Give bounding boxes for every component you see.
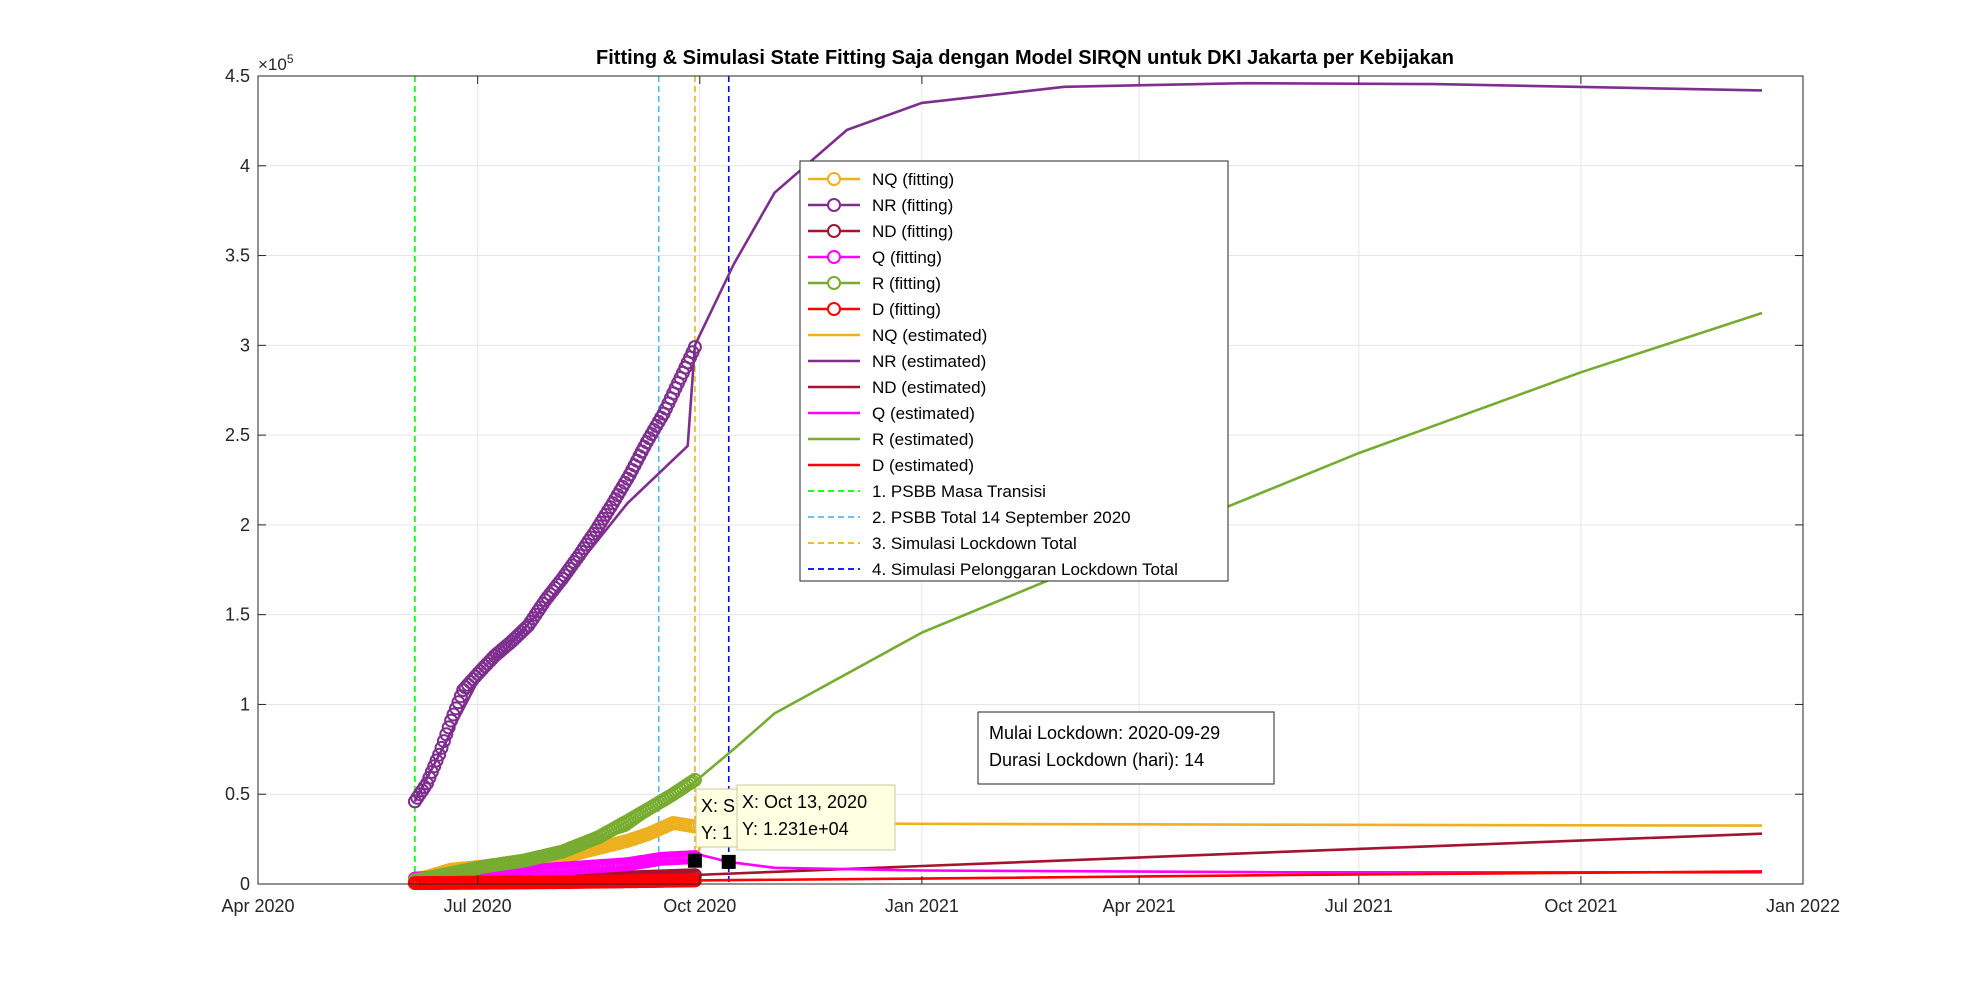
fitting-point bbox=[511, 627, 526, 642]
datatip-x-label: X: S bbox=[701, 796, 735, 816]
legend-entry[interactable]: R (estimated) bbox=[808, 430, 974, 449]
fitting-markers bbox=[407, 340, 702, 891]
datatip-box bbox=[736, 784, 896, 851]
legend-box bbox=[799, 160, 1229, 582]
policy-lines bbox=[414, 76, 730, 884]
x-tick-label: Apr 2021 bbox=[1103, 896, 1176, 916]
legend-label: NR (estimated) bbox=[872, 352, 986, 371]
legend-marker bbox=[827, 198, 841, 212]
legend-marker bbox=[827, 250, 841, 264]
x-tick-label: Jan 2021 bbox=[885, 896, 959, 916]
legend-label: Q (estimated) bbox=[872, 404, 975, 423]
legend-label: NQ (estimated) bbox=[872, 326, 987, 345]
legend-label: R (fitting) bbox=[872, 274, 941, 293]
legend-entry[interactable]: R (fitting) bbox=[808, 274, 941, 293]
annotation-line-1: Mulai Lockdown: 2020-09-29 bbox=[989, 723, 1220, 743]
legend-entry[interactable]: NR (fitting) bbox=[808, 196, 953, 215]
fitting-point bbox=[444, 713, 459, 728]
fitting-point bbox=[446, 707, 461, 722]
datatips: X: S Y: 1 X: Oct 13, 2020 Y: 1.231e+04 bbox=[687, 784, 896, 869]
x-tick-label: Jan 2022 bbox=[1766, 896, 1840, 916]
legend-label: D (fitting) bbox=[872, 300, 941, 319]
legend-marker bbox=[827, 224, 841, 238]
legend-marker bbox=[827, 172, 841, 186]
legend-label: 4. Simulasi Pelonggaran Lockdown Total bbox=[872, 560, 1178, 579]
fitting-point bbox=[569, 551, 584, 566]
legend-label: NR (fitting) bbox=[872, 196, 953, 215]
fitting-point bbox=[451, 695, 466, 710]
y-tick-label: 0.5 bbox=[225, 784, 250, 804]
chart-title: Fitting & Simulasi State Fitting Saja de… bbox=[596, 47, 1454, 69]
y-axis: 0 0.5 1 1.5 2 2.5 3 3.5 4 4.5 bbox=[225, 66, 1803, 894]
fitting-point bbox=[441, 720, 456, 735]
datatip[interactable]: X: Oct 13, 2020 Y: 1.231e+04 bbox=[721, 784, 896, 869]
datatip-marker[interactable] bbox=[721, 854, 736, 869]
legend-label: 2. PSBB Total 14 September 2020 bbox=[872, 508, 1131, 527]
legend: NQ (fitting) NR (fitting) ND (fitting) Q (f… bbox=[799, 160, 1229, 582]
legend-entry[interactable]: Q (estimated) bbox=[808, 404, 975, 423]
legend-entry[interactable]: NR (estimated) bbox=[808, 352, 986, 371]
y-tick-label: 2.5 bbox=[225, 425, 250, 445]
datatip-y-label: Y: 1.231e+04 bbox=[742, 819, 849, 839]
x-tick-label: Jul 2021 bbox=[1325, 896, 1393, 916]
legend-label: 3. Simulasi Lockdown Total bbox=[872, 534, 1077, 553]
fitting-point bbox=[506, 632, 521, 647]
datatip-marker[interactable] bbox=[687, 853, 702, 868]
legend-entry[interactable]: D (estimated) bbox=[808, 456, 974, 475]
fitting-point bbox=[687, 873, 702, 888]
x-tick-label: Oct 2020 bbox=[663, 896, 736, 916]
legend-entry[interactable]: 1. PSBB Masa Transisi bbox=[808, 482, 1046, 501]
y-tick-label: 2 bbox=[240, 515, 250, 535]
fitting-point bbox=[504, 634, 519, 649]
series-markers-d-fitting bbox=[407, 873, 702, 891]
legend-label: Q (fitting) bbox=[872, 248, 942, 267]
legend-label: ND (estimated) bbox=[872, 378, 986, 397]
fitting-point bbox=[436, 734, 451, 749]
fitting-point bbox=[439, 727, 454, 742]
series-markers-nr-fitting bbox=[407, 340, 702, 809]
x-tick-label: Oct 2021 bbox=[1544, 896, 1617, 916]
y-tick-label: 3.5 bbox=[225, 246, 250, 266]
datatip-x-label: X: Oct 13, 2020 bbox=[742, 792, 867, 812]
legend-label: ND (fitting) bbox=[872, 222, 953, 241]
fitting-point bbox=[432, 747, 447, 762]
legend-label: D (estimated) bbox=[872, 456, 974, 475]
fitting-point bbox=[509, 630, 524, 644]
legend-entry[interactable]: 4. Simulasi Pelonggaran Lockdown Total bbox=[808, 560, 1178, 579]
legend-label: R (estimated) bbox=[872, 430, 974, 449]
legend-entry[interactable]: ND (estimated) bbox=[808, 378, 986, 397]
legend-entry[interactable]: Q (fitting) bbox=[808, 248, 942, 267]
x-tick-label: Jul 2020 bbox=[444, 896, 512, 916]
lockdown-annotation: Mulai Lockdown: 2020-09-29 Durasi Lockdo… bbox=[977, 711, 1275, 785]
fitting-point bbox=[449, 701, 463, 716]
y-tick-label: 3 bbox=[240, 335, 250, 355]
x-tick-label: Apr 2020 bbox=[221, 896, 294, 916]
legend-label: NQ (fitting) bbox=[872, 170, 954, 189]
y-exponent-label: ×105 bbox=[258, 52, 294, 74]
datatip-y-label: Y: 1 bbox=[701, 823, 732, 843]
legend-marker bbox=[827, 276, 841, 290]
annotation-line-2: Durasi Lockdown (hari): 14 bbox=[989, 750, 1204, 770]
annotation-box bbox=[977, 711, 1275, 785]
legend-entry[interactable]: NQ (fitting) bbox=[808, 170, 954, 189]
x-axis: Apr 2020 Jul 2020 Oct 2020 Jan 2021 Apr 2021… bbox=[221, 76, 1840, 916]
legend-entry[interactable]: D (fitting) bbox=[808, 300, 941, 319]
fitting-point bbox=[434, 740, 449, 755]
y-tick-label: 4 bbox=[240, 156, 250, 176]
fitting-point bbox=[687, 340, 702, 355]
fitting-point bbox=[687, 772, 702, 787]
legend-marker bbox=[827, 302, 841, 316]
y-tick-label: 1.5 bbox=[225, 605, 250, 625]
fitting-point bbox=[685, 774, 700, 789]
legend-entry[interactable]: NQ (estimated) bbox=[808, 326, 987, 345]
axes-box bbox=[257, 75, 1804, 885]
y-tick-label: 1 bbox=[240, 694, 250, 714]
legend-entry[interactable]: ND (fitting) bbox=[808, 222, 953, 241]
legend-label: 1. PSBB Masa Transisi bbox=[872, 482, 1046, 501]
legend-entry[interactable]: 2. PSBB Total 14 September 2020 bbox=[808, 508, 1131, 527]
y-tick-label: 0 bbox=[240, 874, 250, 894]
y-tick-label: 4.5 bbox=[225, 66, 250, 86]
legend-entry[interactable]: 3. Simulasi Lockdown Total bbox=[808, 534, 1077, 553]
